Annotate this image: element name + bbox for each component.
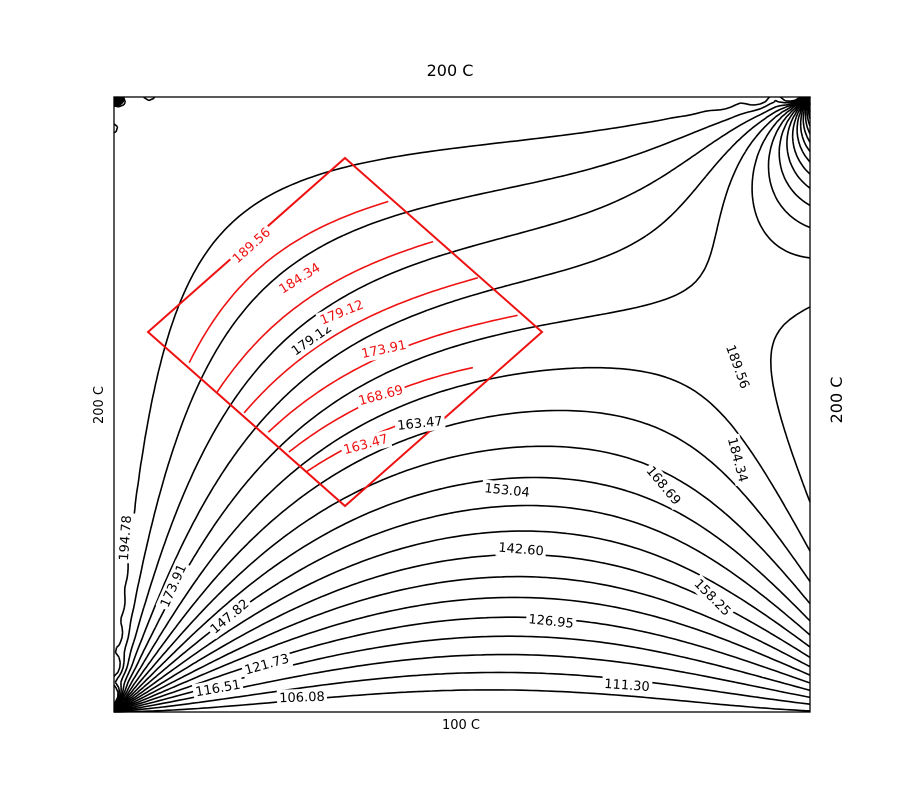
red-contour-label-background xyxy=(354,380,408,411)
red-contour-label-background xyxy=(315,295,369,330)
red-contour-lines xyxy=(188,200,518,473)
red-contour-label-background xyxy=(227,222,276,269)
contour-label-group-121-73: 121.73 xyxy=(240,649,294,680)
rotated-region-outline xyxy=(146,156,544,508)
contour-label-background xyxy=(286,318,338,361)
contour-label-background xyxy=(640,461,686,511)
contour-label-group-184-34: 184.34 xyxy=(722,433,753,487)
contour-label-background xyxy=(205,594,255,640)
contour-label-group-106-08: 106.08 xyxy=(276,688,328,707)
contour-label-background xyxy=(276,688,328,707)
contour-label-group-126-95: 126.95 xyxy=(525,610,577,633)
contour-label-126-95: 126.95 xyxy=(528,612,575,632)
right-boundary-label: 200 C xyxy=(827,377,846,424)
contour-label-background xyxy=(115,512,136,564)
red-contour-line-173-91 xyxy=(267,314,518,433)
contour-label-group-116-51: 116.51 xyxy=(191,675,245,702)
contour-label-background xyxy=(525,610,577,633)
contour-label-106-08: 106.08 xyxy=(279,690,325,707)
red-contour-label-179-12: 179.12 xyxy=(318,298,366,329)
plot-frame xyxy=(113,96,811,713)
contour-label-163-47: 163.47 xyxy=(397,414,444,434)
contour-label-group-163-47: 163.47 xyxy=(394,412,446,435)
contour-label-background xyxy=(191,675,245,702)
red-contour-line-189-56 xyxy=(188,200,389,364)
contour-label-group-142-60: 142.60 xyxy=(495,538,547,561)
red-contour-line-184-34 xyxy=(216,240,434,393)
contour-label-group-189-56: 189.56 xyxy=(720,340,755,394)
contour-label-group-173-91: 173.91 xyxy=(155,559,192,613)
contour-label-background xyxy=(240,649,294,680)
contour-label-168-69: 168.69 xyxy=(643,464,684,508)
contour-label-111-30: 111.30 xyxy=(604,677,650,695)
red-contour-label-group-173-91: 173.91 xyxy=(357,335,411,364)
contour-label-background xyxy=(155,559,192,613)
contour-label-background xyxy=(394,412,446,435)
red-contour-label-background xyxy=(339,429,393,460)
contour-label-142-60: 142.60 xyxy=(498,541,545,560)
bottom-boundary-label: 100 C xyxy=(442,718,480,733)
red-contour-label-background xyxy=(357,335,411,364)
red-contour-label-background xyxy=(274,258,326,300)
contour-label-147-82: 147.82 xyxy=(208,597,252,638)
contour-label-153-04: 153.04 xyxy=(484,481,531,501)
red-contour-line-179-12 xyxy=(243,277,479,414)
contour-label-background xyxy=(495,538,547,561)
left-boundary-label: 200 C xyxy=(92,386,107,424)
contour-label-189-56: 189.56 xyxy=(722,343,752,391)
top-boundary-label: 200 C xyxy=(427,61,474,80)
contour-label-background xyxy=(601,675,653,696)
red-contour-label-173-91: 173.91 xyxy=(360,338,408,362)
contour-label-group-194-78: 194.78 xyxy=(115,512,136,564)
red-contour-label-group-189-56: 189.56 xyxy=(227,222,276,269)
contour-label-background xyxy=(688,573,737,622)
red-contour-label-group-179-12: 179.12 xyxy=(315,295,369,330)
contour-label-group-111-30: 111.30 xyxy=(601,675,653,696)
contour-label-background xyxy=(722,433,753,487)
contour-label-194-78: 194.78 xyxy=(117,515,135,561)
contour-label-background xyxy=(481,479,533,502)
contour-line-173-91 xyxy=(113,96,811,707)
contour-label-group-153-04: 153.04 xyxy=(481,479,533,502)
contour-label-group-168-69: 168.69 xyxy=(640,461,686,511)
contour-label-background xyxy=(720,340,755,394)
